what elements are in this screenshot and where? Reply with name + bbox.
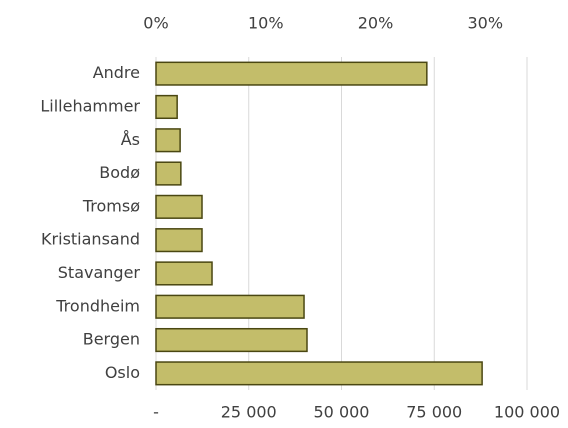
bar bbox=[155, 228, 203, 253]
x-tick-label: 75 000 bbox=[406, 403, 462, 422]
bar bbox=[155, 128, 181, 153]
y-tick-label: Tromsø bbox=[82, 196, 140, 215]
x2-tick-label: 0% bbox=[143, 14, 168, 33]
bar bbox=[155, 327, 308, 353]
y-tick-label: Kristiansand bbox=[41, 230, 140, 249]
y-tick-label: Bodø bbox=[99, 163, 140, 182]
y-tick-label: Oslo bbox=[105, 363, 140, 382]
bar bbox=[155, 361, 483, 386]
bar bbox=[155, 161, 182, 186]
bar bbox=[155, 61, 428, 86]
x-tick-label: 25 000 bbox=[221, 403, 277, 422]
x-tick-label: 100 000 bbox=[494, 403, 560, 422]
y-tick-label: Ås bbox=[121, 130, 140, 149]
x2-tick-label: 30% bbox=[468, 14, 504, 33]
x-tick-label: 50 000 bbox=[314, 403, 370, 422]
bar bbox=[155, 94, 178, 120]
x2-tick-label: 10% bbox=[248, 14, 284, 33]
y-tick-label: Stavanger bbox=[58, 263, 141, 282]
y-tick-label: Andre bbox=[93, 63, 140, 82]
bar bbox=[155, 294, 305, 319]
bar bbox=[155, 261, 213, 286]
x-tick-label: - bbox=[153, 403, 159, 422]
y-tick-label: Trondheim bbox=[55, 296, 140, 315]
y-tick-label: Lillehammer bbox=[40, 96, 140, 115]
x2-tick-label: 20% bbox=[358, 14, 394, 33]
y-tick-label: Bergen bbox=[83, 330, 140, 349]
bar bbox=[155, 194, 203, 219]
